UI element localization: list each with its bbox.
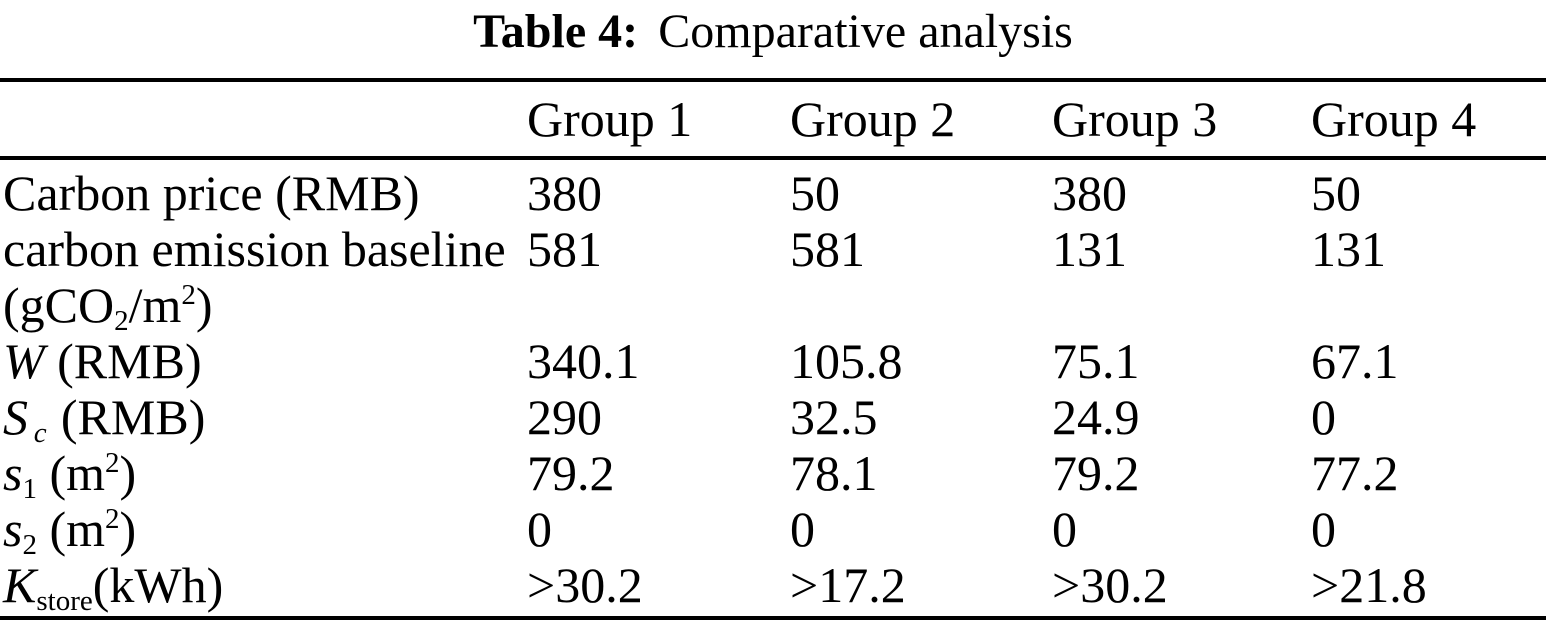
label-segment: S (3, 389, 28, 445)
label-segment: Carbon price (RMB) (3, 165, 420, 221)
cell-value: 380 (1052, 165, 1127, 221)
table-row-kstore-kwh: Kstore(kWh) >30.2 >17.2 >30.2 >21.8 (0, 557, 1546, 618)
label-segment: K (3, 557, 37, 613)
label-segment: W (3, 333, 45, 389)
row-label: W (RMB) (0, 333, 527, 389)
header-group-3: Group 3 (1052, 91, 1218, 147)
row-label-line: Carbon price (RMB) (3, 165, 527, 221)
cell-value: >30.2 (1052, 557, 1168, 613)
cell-value: 0 (1052, 501, 1077, 557)
label-segment: /m (128, 277, 182, 333)
row-label-line: Kstore(kWh) (3, 557, 527, 616)
table-row-s1-m2: s1 (m2) 79.2 78.1 79.2 77.2 (0, 445, 1546, 504)
comparative-analysis-table: Group 1 Group 2 Group 3 Group 4 Carbon p… (0, 78, 1546, 620)
label-segment: c (33, 417, 47, 450)
header-row: Group 1 Group 2 Group 3 Group 4 (0, 80, 1546, 158)
cell-value: 0 (1311, 501, 1336, 557)
table-row-s2-m2: s2 (m2) 0 0 0 0 (0, 501, 1546, 560)
cell-value: 131 (1052, 221, 1127, 277)
cell-value: 0 (790, 501, 815, 557)
cell-value: 380 (527, 165, 602, 221)
cell-value: 581 (790, 221, 865, 277)
row-label: Kstore(kWh) (0, 557, 527, 618)
cell-value: 581 (527, 221, 602, 277)
label-segment: s (3, 445, 23, 501)
label-segment: 2 (22, 529, 37, 562)
cell-value: 32.5 (790, 389, 878, 445)
label-segment: (RMB) (44, 333, 202, 389)
row-label-line: s1 (m2) (3, 445, 527, 504)
row-label: s1 (m2) (0, 445, 527, 504)
row-label-line: (gCO2/m2) (3, 277, 527, 336)
caption-label: Table 4: (473, 5, 639, 58)
label-segment: 2 (105, 447, 120, 480)
cell-value: 105.8 (790, 333, 903, 389)
label-segment: (m (36, 501, 106, 557)
label-segment: 2 (105, 503, 120, 536)
cell-value: 50 (1311, 165, 1361, 221)
cell-value: 78.1 (790, 445, 878, 501)
cell-value: 75.1 (1052, 333, 1140, 389)
table-row-carbon-price: Carbon price (RMB) 380 50 380 50 (0, 158, 1546, 221)
caption-title: Comparative analysis (658, 5, 1073, 58)
label-segment: (gCO (3, 277, 115, 333)
cell-value: 340.1 (527, 333, 640, 389)
header-group-1: Group 1 (527, 91, 693, 147)
cell-value: 77.2 (1311, 445, 1399, 501)
cell-value: 0 (527, 501, 552, 557)
header-group-2: Group 2 (790, 91, 956, 147)
label-segment: ) (119, 501, 137, 557)
label-segment: ) (195, 277, 213, 333)
cell-value: 79.2 (1052, 445, 1140, 501)
cell-value: >21.8 (1311, 557, 1427, 613)
row-label-line: W (RMB) (3, 333, 527, 389)
table-row-w-rmb: W (RMB) 340.1 105.8 75.1 67.1 (0, 333, 1546, 389)
label-segment: carbon emission baseline (3, 221, 506, 277)
label-segment: store (36, 585, 93, 618)
row-label: Carbon price (RMB) (0, 158, 527, 221)
label-segment: (RMB) (48, 389, 206, 445)
table-row-carbon-emission-baseline: carbon emission baseline (gCO2/m2) 581 581 1… (0, 221, 1546, 336)
cell-value: >30.2 (527, 557, 643, 613)
row-label: carbon emission baseline (gCO2/m2) (0, 221, 527, 336)
label-segment: ) (119, 445, 137, 501)
label-segment: s (3, 501, 23, 557)
cell-value: 0 (1311, 389, 1336, 445)
header-empty-cell (0, 80, 527, 158)
cell-value: >17.2 (790, 557, 906, 613)
row-label: s2 (m2) (0, 501, 527, 560)
label-segment: 1 (22, 473, 37, 506)
table-caption: Table 4: Comparative analysis (0, 0, 1546, 78)
cell-value: 79.2 (527, 445, 615, 501)
label-segment: (kWh) (92, 557, 224, 613)
header-group-4: Group 4 (1311, 91, 1477, 147)
table-header: Group 1 Group 2 Group 3 Group 4 (0, 80, 1546, 158)
cell-value: 290 (527, 389, 602, 445)
label-segment: (m (36, 445, 106, 501)
cell-value: 50 (790, 165, 840, 221)
label-segment: 2 (114, 305, 129, 338)
table-body: Carbon price (RMB) 380 50 380 50 carbon emiss… (0, 158, 1546, 618)
cell-value: 24.9 (1052, 389, 1140, 445)
label-segment: 2 (181, 279, 196, 312)
row-label-line: s2 (m2) (3, 501, 527, 560)
row-label-line: carbon emission baseline (3, 221, 527, 277)
cell-value: 67.1 (1311, 333, 1399, 389)
cell-value: 131 (1311, 221, 1386, 277)
